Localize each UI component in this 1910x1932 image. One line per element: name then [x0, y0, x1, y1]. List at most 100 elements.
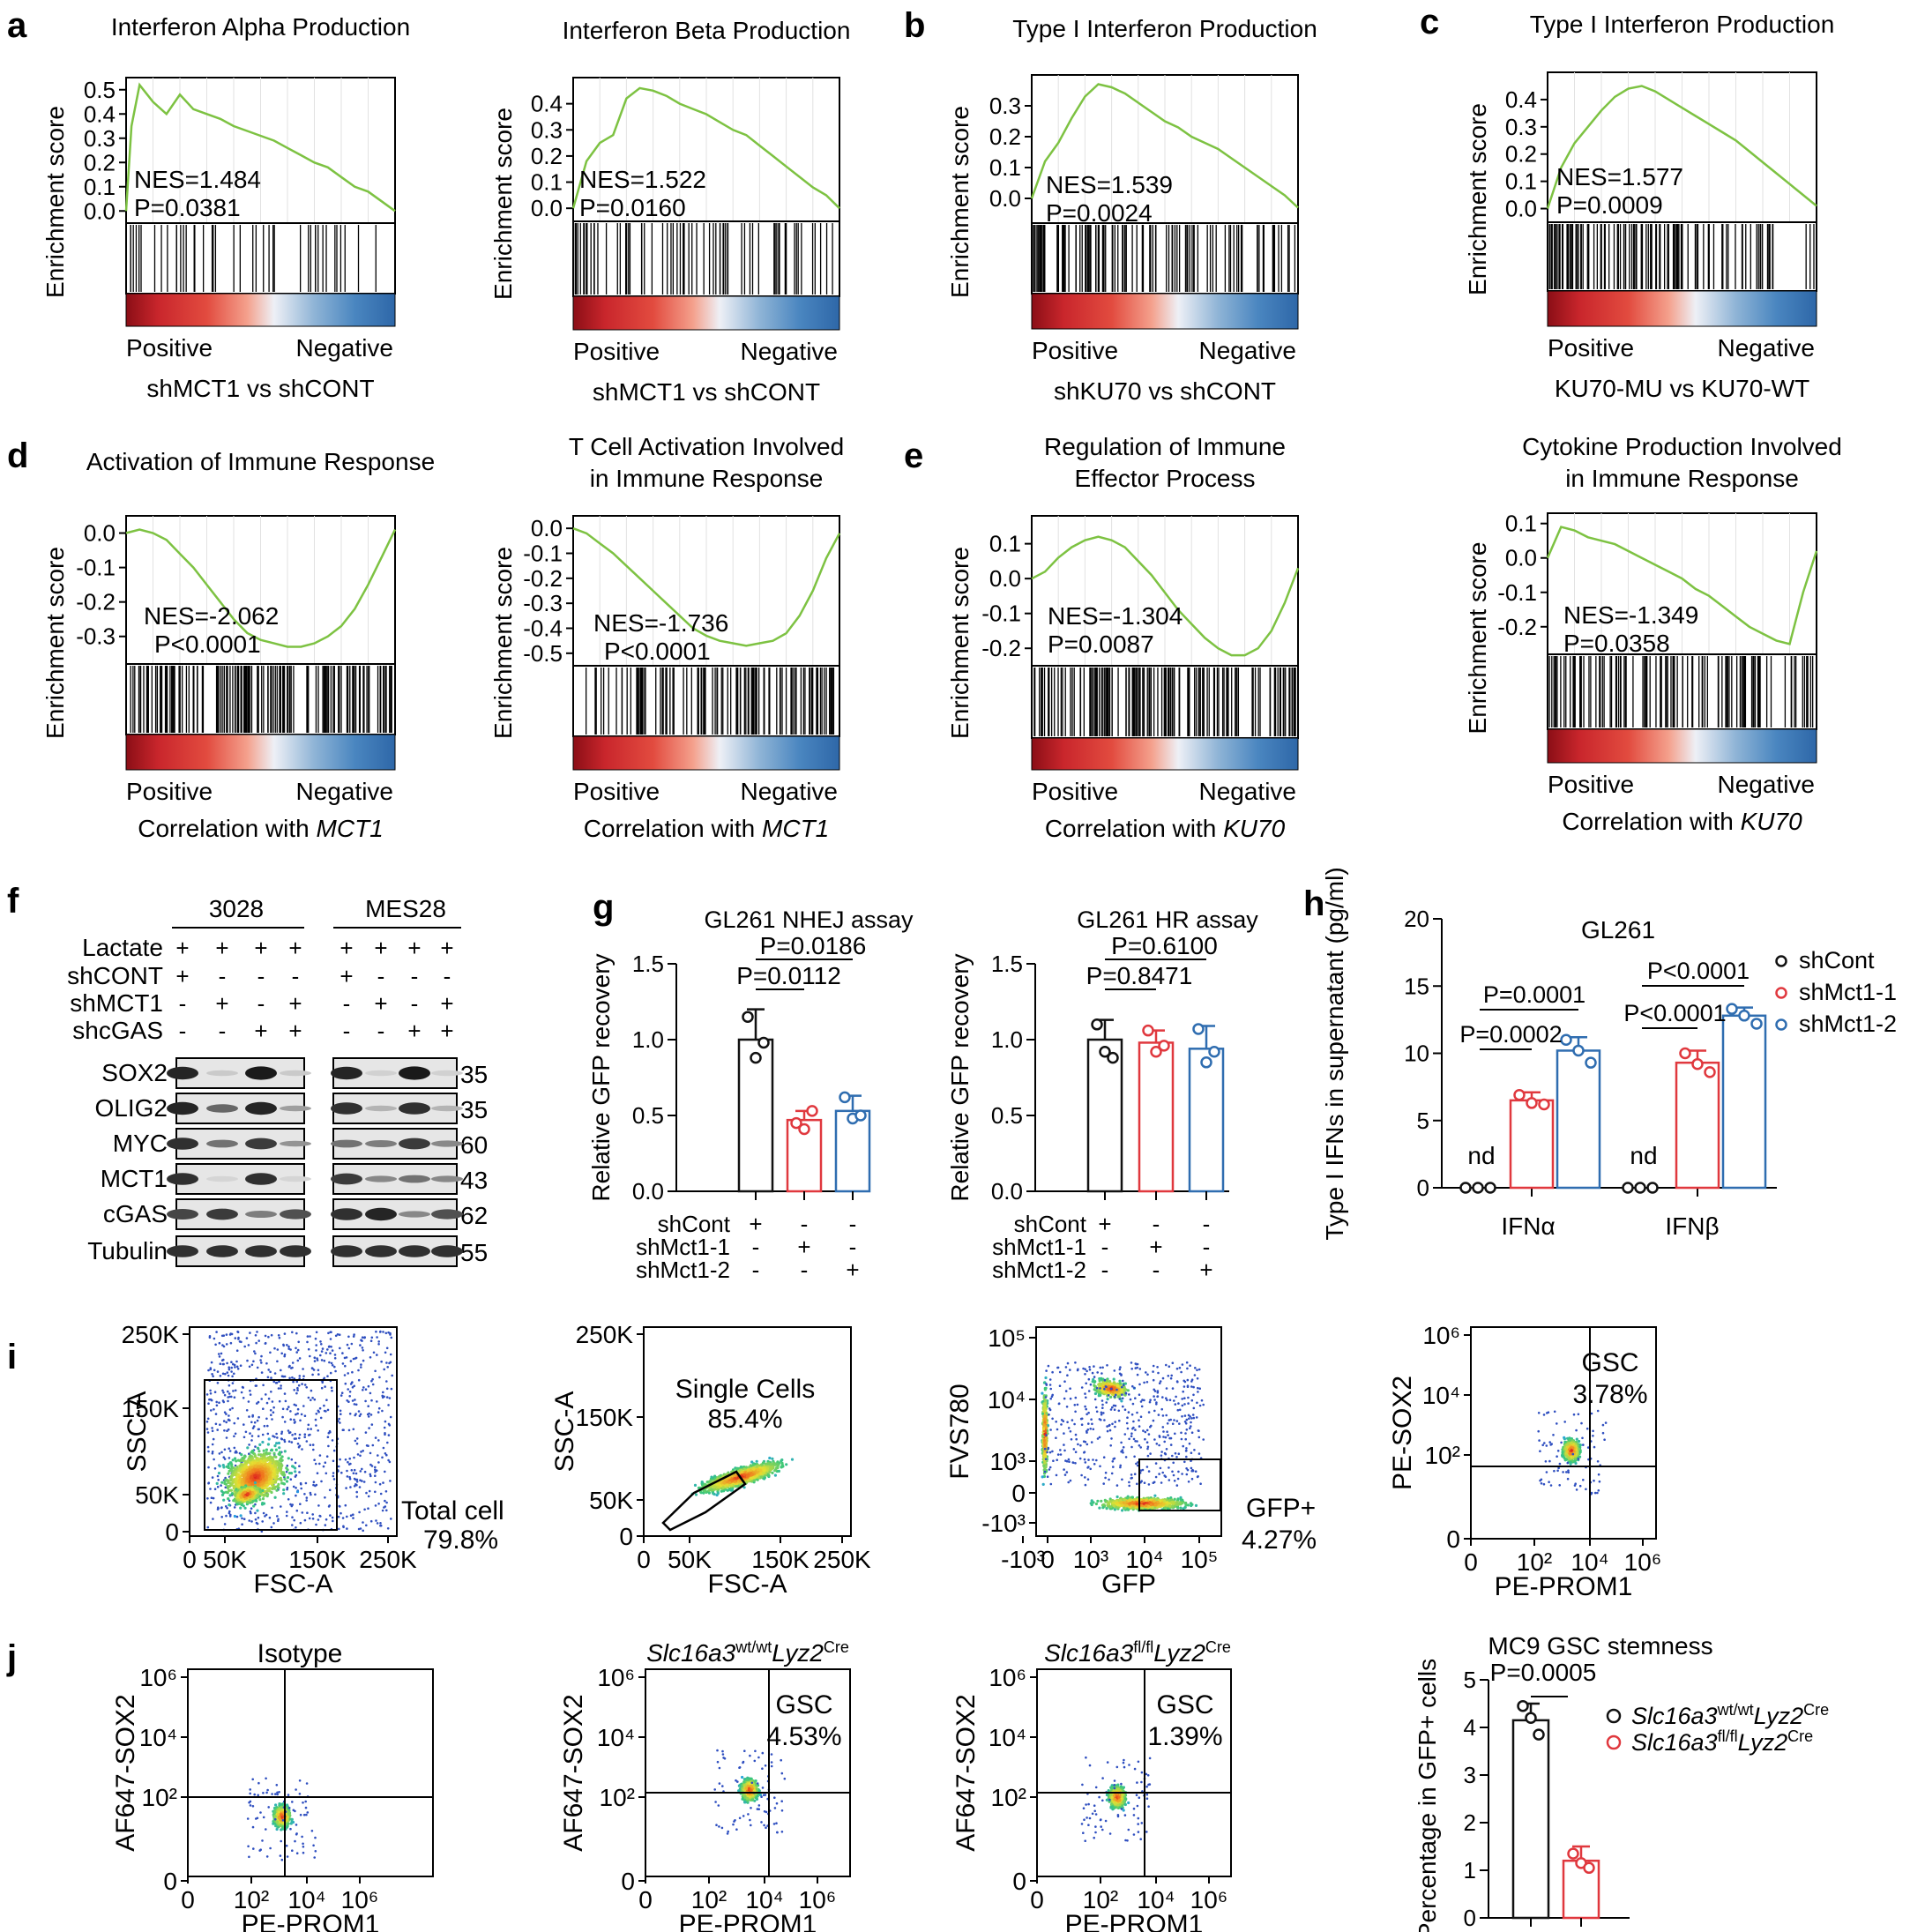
event-dot [227, 1479, 230, 1482]
event-dot [363, 1508, 366, 1511]
event-dot [212, 1518, 214, 1520]
data-point [1679, 1047, 1691, 1060]
event-dot [235, 1482, 238, 1486]
event-dot [312, 1448, 315, 1451]
event-dot [377, 1439, 380, 1442]
positive-label: Positive [1548, 771, 1634, 798]
event-dot [289, 1503, 292, 1506]
panel-letter: a [7, 6, 27, 45]
p-value-label: P=0.0160 [579, 194, 686, 221]
event-dot [362, 1450, 365, 1452]
event-dot [256, 1331, 258, 1333]
event-dot [281, 1407, 285, 1411]
event-dot [241, 1458, 244, 1462]
event-dot [251, 1427, 255, 1429]
event-dot [218, 1401, 220, 1404]
event-dot [256, 1462, 259, 1466]
event-dot [282, 1488, 286, 1492]
event-dot [264, 1476, 268, 1480]
event-dot [281, 1481, 285, 1485]
enrichment-curve [572, 527, 841, 647]
p-value-label: P=0.0002 [1459, 1021, 1562, 1048]
category-sign: + [1149, 1234, 1162, 1260]
event-dot [297, 1384, 301, 1387]
event-dot [298, 1433, 302, 1436]
event-dot [269, 1409, 272, 1412]
event-dot [206, 1417, 210, 1421]
event-dot [331, 1349, 334, 1352]
event-dot [364, 1399, 367, 1403]
nes-label: NES=1.577 [1556, 163, 1683, 190]
event-dot [298, 1357, 302, 1360]
data-point [1704, 1066, 1716, 1078]
event-dot [270, 1448, 273, 1451]
event-dot [213, 1408, 215, 1411]
protein-band [399, 1066, 430, 1080]
p-value-label: P=0.6100 [1111, 932, 1218, 959]
event-dot [255, 1341, 257, 1345]
x-axis-label-gene: MCT1 [762, 815, 829, 842]
event-dot [230, 1469, 234, 1473]
y-axis-label: Enrichment score [1464, 103, 1491, 295]
event-dot [234, 1366, 236, 1369]
event-dot [280, 1505, 282, 1508]
category-sign: - [849, 1211, 857, 1237]
condition-sign: + [254, 935, 267, 961]
event-dot [364, 1388, 368, 1391]
event-dot [755, 1459, 758, 1463]
event-dot [317, 1373, 320, 1376]
event-dot [352, 1513, 354, 1516]
category-sign: + [1199, 1257, 1212, 1283]
event-dot [283, 1473, 287, 1477]
event-dot [275, 1442, 279, 1445]
event-dot [223, 1481, 227, 1485]
event-dot [210, 1409, 213, 1412]
event-dot [298, 1375, 302, 1377]
event-dot [262, 1407, 265, 1410]
data-point [1091, 1018, 1103, 1031]
event-dot [206, 1431, 210, 1434]
event-dot [250, 1363, 254, 1367]
legend-marker [1775, 1018, 1787, 1031]
event-dot [261, 1433, 265, 1436]
event-dot [376, 1336, 378, 1339]
event-dot [334, 1334, 338, 1338]
event-dot [305, 1440, 309, 1443]
event-dot [215, 1331, 218, 1333]
event-dot [301, 1511, 304, 1514]
event-dot [257, 1339, 261, 1342]
event-dot [231, 1473, 235, 1477]
event-dot [277, 1518, 280, 1521]
event-dot [377, 1340, 381, 1343]
hits-frame [572, 665, 840, 737]
event-dot [385, 1501, 388, 1504]
event-dot [226, 1361, 228, 1365]
event-dot [352, 1357, 355, 1361]
event-dot [321, 1347, 325, 1350]
event-dot [354, 1439, 357, 1443]
event-dot [287, 1472, 292, 1475]
event-dot [341, 1517, 345, 1519]
event-dot [298, 1444, 302, 1447]
event-dot [384, 1452, 387, 1455]
event-dot [384, 1470, 386, 1473]
positive-label: Positive [573, 338, 660, 365]
event-dot [346, 1475, 349, 1478]
event-dot [249, 1470, 252, 1473]
event-dot [305, 1386, 309, 1389]
data-point [1750, 1018, 1763, 1030]
event-dot [287, 1498, 290, 1501]
event-dot [390, 1518, 392, 1520]
enrichment-curve [124, 82, 396, 213]
y-tick-label: 0.2 [989, 123, 1021, 150]
nes-label: NES=-1.349 [1563, 601, 1698, 629]
rank-gradient-bar [125, 734, 396, 771]
bar-panel-j5: MC9 GSC stemness 0 1 2 3 4 5 Percentage in GFP+… [1414, 1632, 1829, 1932]
y-tick-label: -0.2 [981, 635, 1021, 661]
event-dot [363, 1470, 367, 1473]
protein-band [331, 1139, 362, 1148]
event-dot [344, 1364, 347, 1368]
event-dot [330, 1386, 333, 1389]
event-dot [256, 1482, 259, 1486]
event-dot [271, 1458, 274, 1462]
